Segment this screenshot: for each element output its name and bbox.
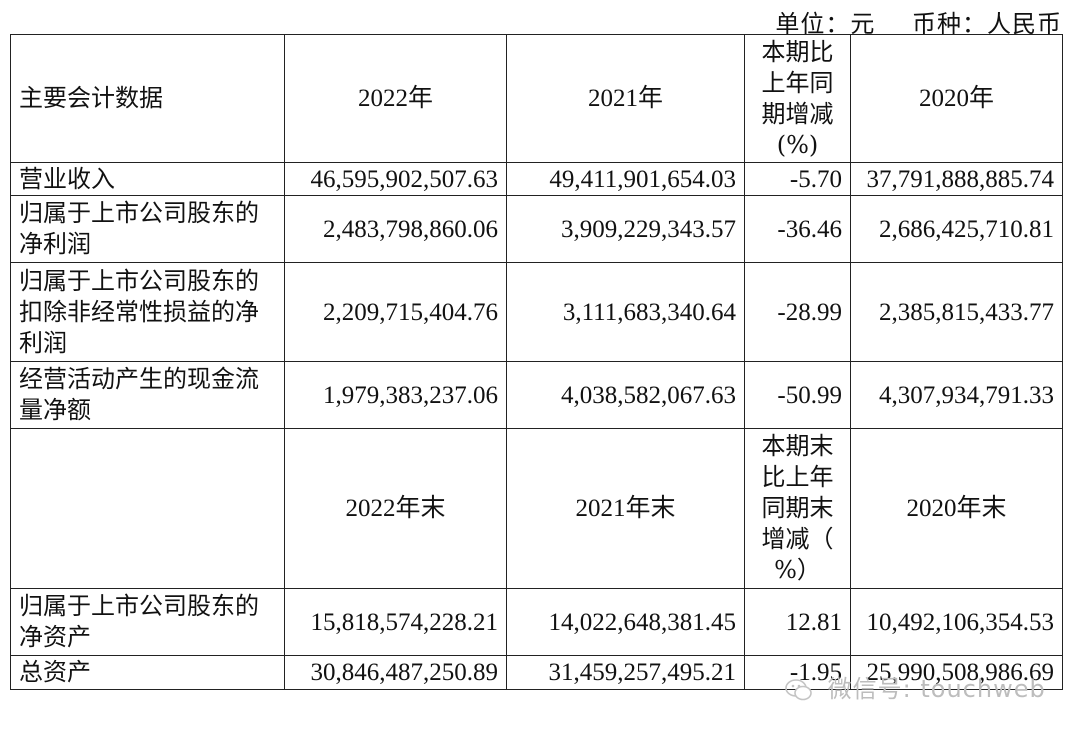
row-label: 总资产 — [10, 655, 285, 690]
table-row: 经营活动产生的现金流量净额 1,979,383,237.06 4,038,582… — [10, 361, 1063, 429]
row-label: 归属于上市公司股东的净利润 — [10, 195, 285, 263]
unit-line: 单位：元 币种：人民币 — [747, 4, 1062, 39]
accounting-data-table: 主要会计数据 2022年 2021年 本期比 上年同 期增减 (%) 2020年… — [10, 34, 1063, 690]
value-2020: 2,385,815,433.77 — [850, 262, 1063, 362]
value-2020: 25,990,508,986.69 — [850, 655, 1063, 690]
row-label: 归属于上市公司股东的净资产 — [10, 588, 285, 656]
table-row: 营业收入 46,595,902,507.63 49,411,901,654.03… — [10, 162, 1063, 196]
value-2021: 31,459,257,495.21 — [506, 655, 745, 690]
header-2022-end: 2022年末 — [284, 428, 507, 589]
table-row: 归属于上市公司股东的净资产 15,818,574,228.21 14,022,6… — [10, 588, 1063, 656]
table-row: 归属于上市公司股东的净利润 2,483,798,860.06 3,909,229… — [10, 195, 1063, 263]
row-label: 归属于上市公司股东的扣除非经常性损益的净利润 — [10, 262, 285, 362]
unit-label: 单位：元 — [775, 10, 876, 38]
value-2022: 46,595,902,507.63 — [284, 162, 507, 196]
header-2021-end: 2021年末 — [506, 428, 745, 589]
watermark-text: 微信号: touchweb — [827, 675, 1046, 703]
value-2021: 49,411,901,654.03 — [506, 162, 745, 196]
wechat-icon — [785, 679, 812, 701]
currency-label: 币种：人民币 — [912, 10, 1062, 38]
table-row: 总资产 30,846,487,250.89 31,459,257,495.21 … — [10, 655, 1063, 690]
value-2022: 1,979,383,237.06 — [284, 361, 507, 429]
value-change: 12.81 — [744, 588, 851, 656]
value-2020: 37,791,888,885.74 — [850, 162, 1063, 196]
value-2022: 15,818,574,228.21 — [284, 588, 507, 656]
value-2021: 3,909,229,343.57 — [506, 195, 745, 263]
header-label — [10, 428, 285, 589]
value-2020: 2,686,425,710.81 — [850, 195, 1063, 263]
value-2022: 2,483,798,860.06 — [284, 195, 507, 263]
watermark: 微信号: touchweb — [785, 669, 1046, 704]
header-2021: 2021年 — [506, 34, 745, 163]
value-2020: 4,307,934,791.33 — [850, 361, 1063, 429]
value-2021: 14,022,648,381.45 — [506, 588, 745, 656]
header-change-end: 本期末 比上年 同期末 增减（ %） — [744, 428, 851, 589]
row-label: 营业收入 — [10, 162, 285, 196]
value-2020: 10,492,106,354.53 — [850, 588, 1063, 656]
value-2022: 30,846,487,250.89 — [284, 655, 507, 690]
row-label: 经营活动产生的现金流量净额 — [10, 361, 285, 429]
header-2020-end: 2020年末 — [850, 428, 1063, 589]
table-header-row: 2022年末 2021年末 本期末 比上年 同期末 增减（ %） 2020年末 — [10, 428, 1063, 589]
value-change: -5.70 — [744, 162, 851, 196]
value-change: -28.99 — [744, 262, 851, 362]
table-row: 归属于上市公司股东的扣除非经常性损益的净利润 2,209,715,404.76 … — [10, 262, 1063, 362]
value-change: -36.46 — [744, 195, 851, 263]
header-2022: 2022年 — [284, 34, 507, 163]
header-change: 本期比 上年同 期增减 (%) — [744, 34, 851, 163]
table-header-row: 主要会计数据 2022年 2021年 本期比 上年同 期增减 (%) 2020年 — [10, 34, 1063, 163]
value-2021: 4,038,582,067.63 — [506, 361, 745, 429]
header-label: 主要会计数据 — [10, 34, 285, 163]
header-2020: 2020年 — [850, 34, 1063, 163]
value-change: -50.99 — [744, 361, 851, 429]
value-2022: 2,209,715,404.76 — [284, 262, 507, 362]
value-2021: 3,111,683,340.64 — [506, 262, 745, 362]
